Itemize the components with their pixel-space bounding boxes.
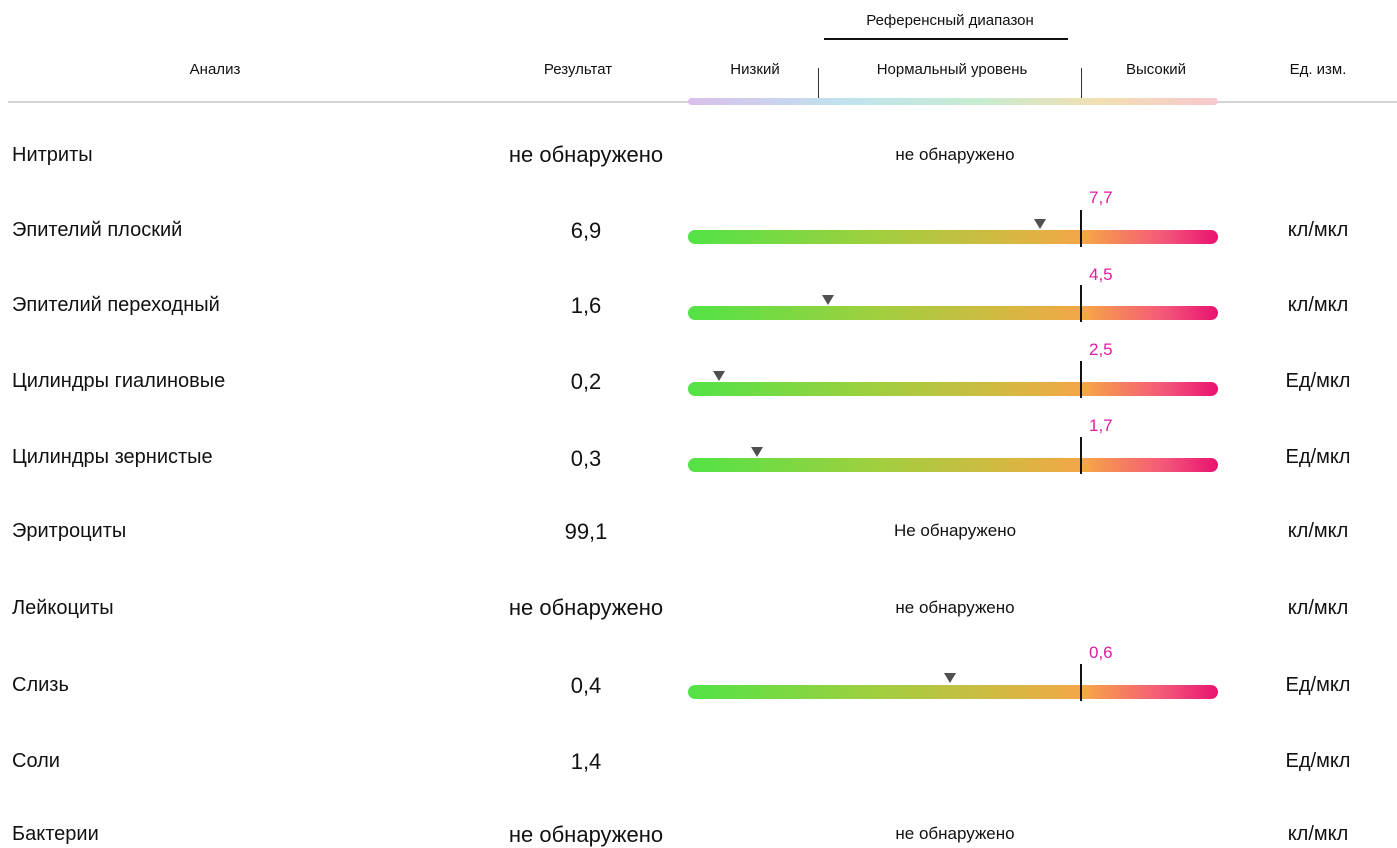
result-marker [944, 673, 957, 683]
column-header-low: Низкий [730, 61, 780, 78]
range-bar [688, 458, 1218, 472]
range-bar [688, 230, 1218, 244]
result-marker [751, 447, 764, 457]
column-header-normal: Нормальный уровень [876, 61, 1028, 78]
header-high-divider [1081, 68, 1082, 104]
row-norm-text: не обнаружено [895, 145, 1015, 164]
header-range-bar [688, 98, 1218, 105]
result-marker [713, 371, 726, 381]
row-unit: кл/мкл [1287, 823, 1349, 845]
row-result: 1,4 [570, 749, 602, 774]
row-result: 6,9 [570, 218, 602, 243]
column-header-high: Высокий [1125, 61, 1187, 78]
result-marker [821, 295, 834, 305]
row-name: Эпителий переходный [12, 294, 220, 316]
row-name: Эритроциты [12, 520, 127, 542]
row-result: не обнаружено [508, 822, 664, 847]
upper-limit-tick [1080, 285, 1082, 322]
row-norm-text: не обнаружено [895, 598, 1015, 617]
row-name: Слизь [12, 674, 69, 696]
upper-limit-label: 1,7 [1089, 416, 1113, 435]
row-result: 0,4 [570, 673, 602, 698]
row-unit: Ед/мкл [1285, 750, 1351, 772]
upper-limit-tick [1080, 664, 1082, 701]
upper-limit-tick [1080, 437, 1082, 474]
row-result: не обнаружено [508, 595, 664, 620]
row-name: Бактерии [12, 823, 99, 845]
upper-limit-tick [1080, 210, 1082, 247]
upper-limit-label: 7,7 [1089, 188, 1113, 207]
row-unit: кл/мкл [1287, 597, 1349, 619]
row-unit: Ед/мкл [1285, 370, 1351, 392]
row-result: не обнаружено [508, 142, 664, 167]
upper-limit-tick [1080, 361, 1082, 398]
upper-limit-label: 4,5 [1089, 265, 1113, 284]
row-result: 0,2 [570, 369, 602, 394]
range-bar [688, 382, 1218, 396]
reference-range-underline [824, 38, 1068, 40]
header-low-divider [818, 68, 819, 104]
row-result: 0,3 [570, 446, 602, 471]
row-result: 1,6 [570, 293, 602, 318]
row-unit: кл/мкл [1287, 294, 1349, 316]
row-name: Нитриты [12, 144, 93, 166]
upper-limit-label: 0,6 [1089, 643, 1113, 662]
row-unit: Ед/мкл [1285, 446, 1351, 468]
upper-limit-label: 2,5 [1089, 340, 1113, 359]
range-bar [688, 306, 1218, 320]
reference-range-title: Референсный диапазон [866, 12, 1034, 29]
column-header-unit: Ед. изм. [1289, 61, 1347, 78]
row-name: Цилиндры зернистые [12, 446, 213, 468]
row-norm-text: не обнаружено [895, 824, 1015, 843]
result-marker [1034, 219, 1047, 229]
range-bar [688, 685, 1218, 699]
row-name: Соли [12, 750, 60, 772]
row-name: Цилиндры гиалиновые [12, 370, 226, 392]
row-name: Лейкоциты [12, 597, 114, 619]
row-norm-text: Не обнаружено [893, 521, 1017, 540]
row-name: Эпителий плоский [12, 219, 183, 241]
row-unit: кл/мкл [1287, 520, 1349, 542]
column-header-analysis: Анализ [189, 61, 241, 78]
row-unit: Ед/мкл [1285, 674, 1351, 696]
column-header-result: Результат [543, 61, 613, 78]
row-unit: кл/мкл [1287, 219, 1349, 241]
row-result: 99,1 [564, 519, 608, 544]
